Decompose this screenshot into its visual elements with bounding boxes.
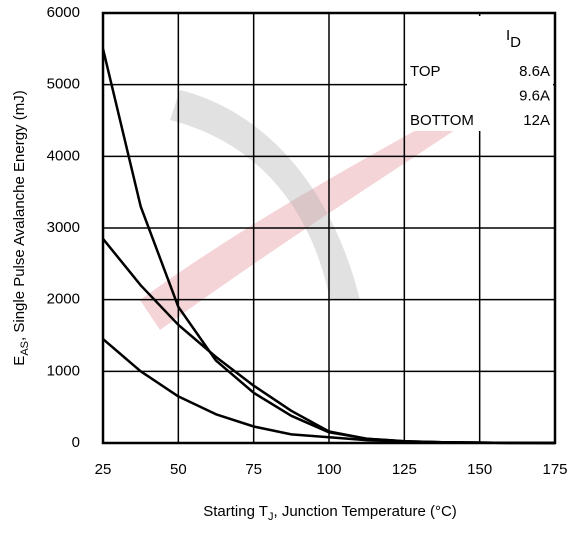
legend-box — [407, 16, 553, 131]
y-tick-label: 0 — [72, 434, 80, 451]
legend-title-text: I — [506, 27, 510, 44]
x-label-text: , Junction Temperature (°C) — [273, 503, 456, 520]
legend-title-sub: D — [510, 34, 521, 51]
x-tick-label: 25 — [95, 461, 112, 478]
x-tick-label: 75 — [245, 461, 262, 478]
legend-entry: 8.6A — [519, 63, 550, 80]
y-axis-label: EAS, Single Pulse Avalanche Energy (mJ) — [11, 90, 31, 365]
y-label-text: , Single Pulse Avalanche Energy (mJ) — [11, 90, 28, 341]
watermark — [140, 95, 480, 330]
y-tick-label: 1000 — [47, 362, 80, 379]
y-label-text: E — [11, 356, 28, 366]
legend-bottom: BOTTOM — [410, 112, 474, 129]
y-tick-label: 6000 — [47, 4, 80, 21]
x-label-text: Starting T — [203, 503, 268, 520]
x-tick-label: 175 — [542, 461, 567, 478]
legend: ID TOP BOTTOM 8.6A 9.6A 12A — [407, 16, 553, 131]
x-tick-label: 125 — [392, 461, 417, 478]
legend-top: TOP — [410, 63, 441, 80]
legend-entry: 9.6A — [519, 87, 550, 104]
x-axis-label: Starting TJ, Junction Temperature (°C) — [203, 503, 457, 523]
plot-frame — [101, 11, 557, 445]
legend-entry: 12A — [523, 112, 550, 129]
y-tick-label: 5000 — [47, 76, 80, 93]
y-label-sub: AS — [19, 341, 31, 356]
watermark — [170, 90, 360, 300]
x-tick-label: 100 — [316, 461, 341, 478]
x-label-sub: J — [268, 511, 274, 523]
y-tick-label: 2000 — [47, 291, 80, 308]
y-tick-label: 3000 — [47, 219, 80, 236]
x-tick-label: 50 — [170, 461, 187, 478]
y-tick-label: 4000 — [47, 147, 80, 164]
x-tick-label: 150 — [467, 461, 492, 478]
legend-title: ID — [506, 27, 521, 51]
